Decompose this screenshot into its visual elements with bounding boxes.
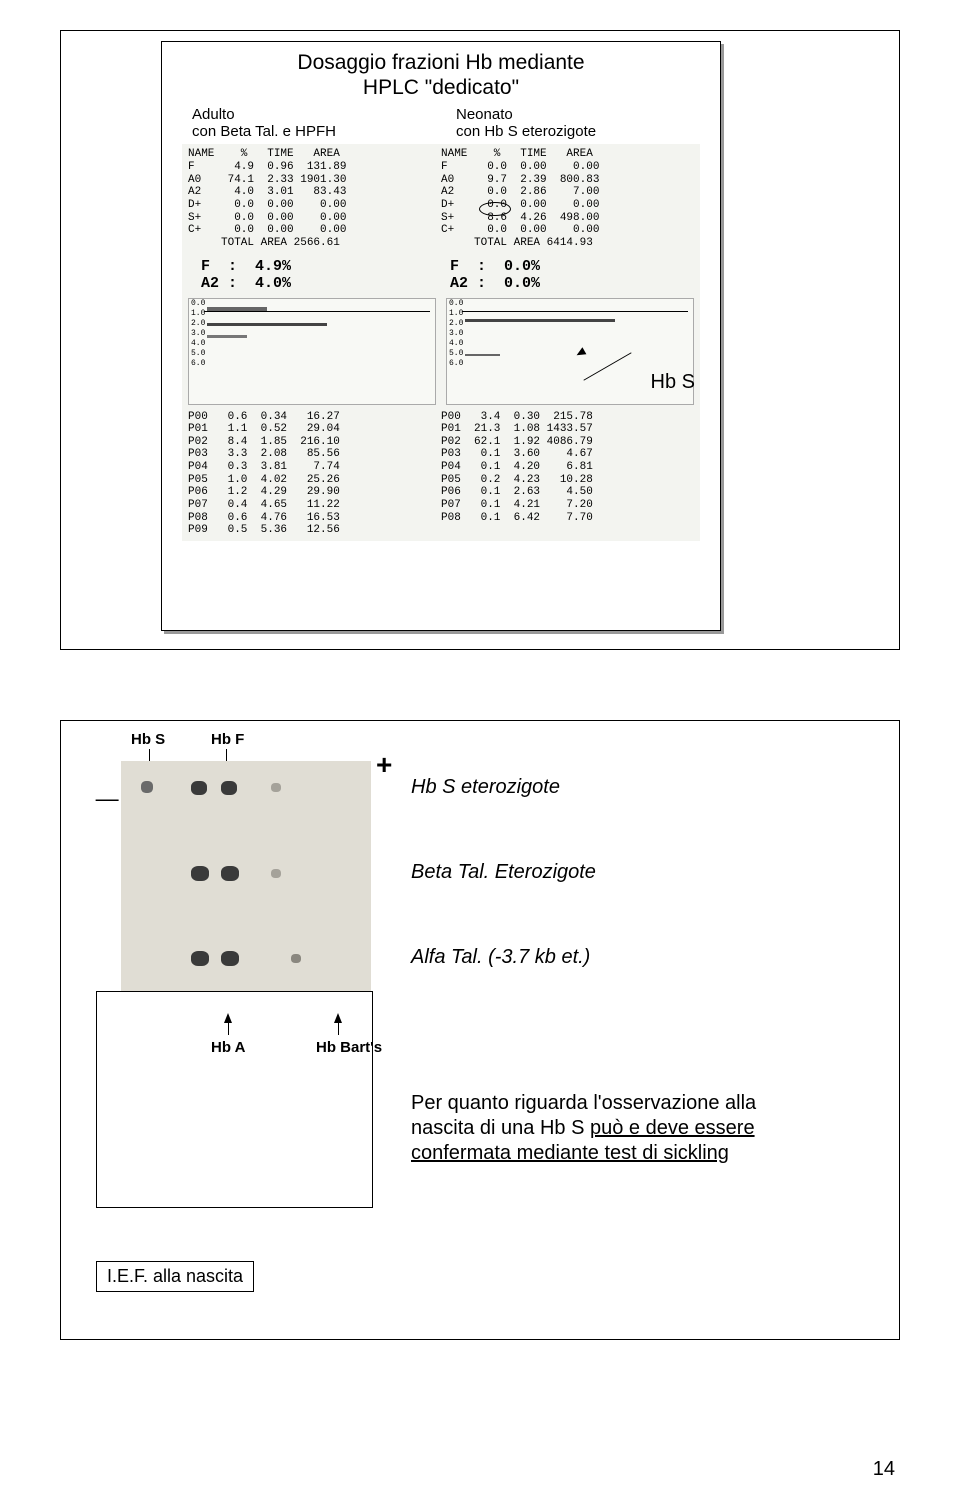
left-header-2: con Beta Tal. e HPFH (192, 123, 336, 140)
peak-r2 (465, 354, 500, 356)
hbs-label: Hb S (651, 371, 695, 394)
summary-right: F : 0.0% A2 : 0.0% (441, 258, 690, 292)
band-r2-2 (221, 866, 239, 881)
hba-arrow-head (224, 1013, 232, 1023)
gel-caption-3: Alfa Tal. (-3.7 kb et.) (411, 946, 590, 969)
hbbarts-arrow-head (334, 1013, 342, 1023)
gel-caption-1: Hb S eterozigote (411, 776, 560, 799)
band-r3-1 (191, 951, 209, 966)
chromatogram-left: 0.0 1.0 2.0 3.0 4.0 5.0 6.0 (188, 298, 436, 405)
left-header: Adulto con Beta Tal. e HPFH (182, 106, 436, 140)
band-r3-2 (221, 951, 239, 966)
hb-barts-label: Hb Bart's (316, 1039, 382, 1056)
slide-1-frame: Dosaggio frazioni Hb mediante HPLC "dedi… (60, 30, 900, 650)
chrom-yaxis-r: 0.0 1.0 2.0 3.0 4.0 5.0 6.0 (449, 299, 463, 369)
hb-f-text: Hb F (211, 731, 244, 748)
summary-left: F : 4.9% A2 : 4.0% (192, 258, 441, 292)
band-r1-4 (271, 783, 281, 792)
band-r1-3 (221, 781, 237, 795)
page-number: 14 (873, 1458, 895, 1481)
band-r2-1 (191, 866, 209, 881)
right-header-2: con Hb S eterozigote (456, 123, 596, 140)
peak-left: P00 0.6 0.34 16.27 P01 1.1 0.52 29.04 P0… (188, 411, 441, 537)
hplc-right-rows: F 0.0 0.00 0.00 A0 9.7 2.39 800.83 A2 0.… (441, 161, 599, 249)
peak-r1 (465, 319, 615, 322)
white-overlay-box (96, 991, 373, 1208)
ief-text: I.E.F. alla nascita (107, 1266, 243, 1286)
ief-box: I.E.F. alla nascita (96, 1261, 254, 1292)
hba-arrow-line (228, 1021, 229, 1035)
right-header-1: Neonato (456, 106, 513, 123)
peak-table: P00 0.6 0.34 16.27 P01 1.1 0.52 29.04 P0… (182, 407, 700, 541)
hb-f-label: Hb F (211, 731, 244, 748)
title-line2: HPLC "dedicato" (363, 76, 519, 99)
plus-sign: + (376, 749, 392, 781)
chrom-yaxis-l: 0.0 1.0 2.0 3.0 4.0 5.0 6.0 (191, 299, 205, 369)
left-header-1: Adulto (192, 106, 235, 123)
chromatogram-row: 0.0 1.0 2.0 3.0 4.0 5.0 6.0 0.0 1.0 2.0 … (182, 296, 700, 407)
baseline-l (204, 311, 430, 312)
hplc-right-col: NAME % TIME AREA F 0.0 0.00 0.00 A0 9.7 … (441, 148, 694, 249)
slide-2-frame: _ Hb S Hb F + Hb S eterozigot (60, 720, 900, 1340)
minus-sign: _ (96, 761, 118, 806)
hb-s-label: Hb S (131, 731, 165, 748)
gel-image (121, 761, 371, 1021)
peak-l2 (207, 323, 327, 326)
gel-caption-2: Beta Tal. Eterozigote (411, 861, 596, 884)
hplc-left-rows: F 4.9 0.96 131.89 A0 74.1 2.33 1901.30 A… (188, 161, 346, 249)
hplc-header-l: NAME % TIME AREA (188, 148, 340, 160)
hplc-header-r: NAME % TIME AREA (441, 148, 593, 160)
band-r2-3 (271, 869, 281, 878)
band-r1-1 (141, 781, 153, 793)
hbbarts-arrow-line (338, 1021, 339, 1035)
title-line1: Dosaggio frazioni Hb mediante (297, 51, 584, 74)
hplc-summary: F : 4.9% A2 : 4.0% F : 0.0% A2 : 0.0% (182, 254, 700, 296)
slide-1-title: Dosaggio frazioni Hb mediante HPLC "dedi… (182, 50, 700, 100)
page: Dosaggio frazioni Hb mediante HPLC "dedi… (0, 0, 960, 1501)
hb-a-label: Hb A (211, 1039, 245, 1056)
hplc-top-table: NAME % TIME AREA F 4.9 0.96 131.89 A0 74… (182, 144, 700, 253)
right-header: Neonato con Hb S eterozigote (436, 106, 700, 140)
band-r3-3 (291, 954, 301, 963)
hplc-left-col: NAME % TIME AREA F 4.9 0.96 131.89 A0 74… (188, 148, 441, 249)
peak-right: P00 3.4 0.30 215.78 P01 21.3 1.08 1433.5… (441, 411, 694, 537)
hplc-inner-frame: Dosaggio frazioni Hb mediante HPLC "dedi… (161, 41, 721, 631)
band-r1-2 (191, 781, 207, 795)
peak-l1 (207, 307, 267, 311)
hb-s-text: Hb S (131, 731, 165, 748)
column-headers: Adulto con Beta Tal. e HPFH Neonato con … (182, 106, 700, 140)
slide2-paragraph: Per quanto riguarda l'osservazione alla … (411, 1091, 811, 1166)
peak-l3 (207, 335, 247, 338)
baseline-r (462, 311, 688, 312)
